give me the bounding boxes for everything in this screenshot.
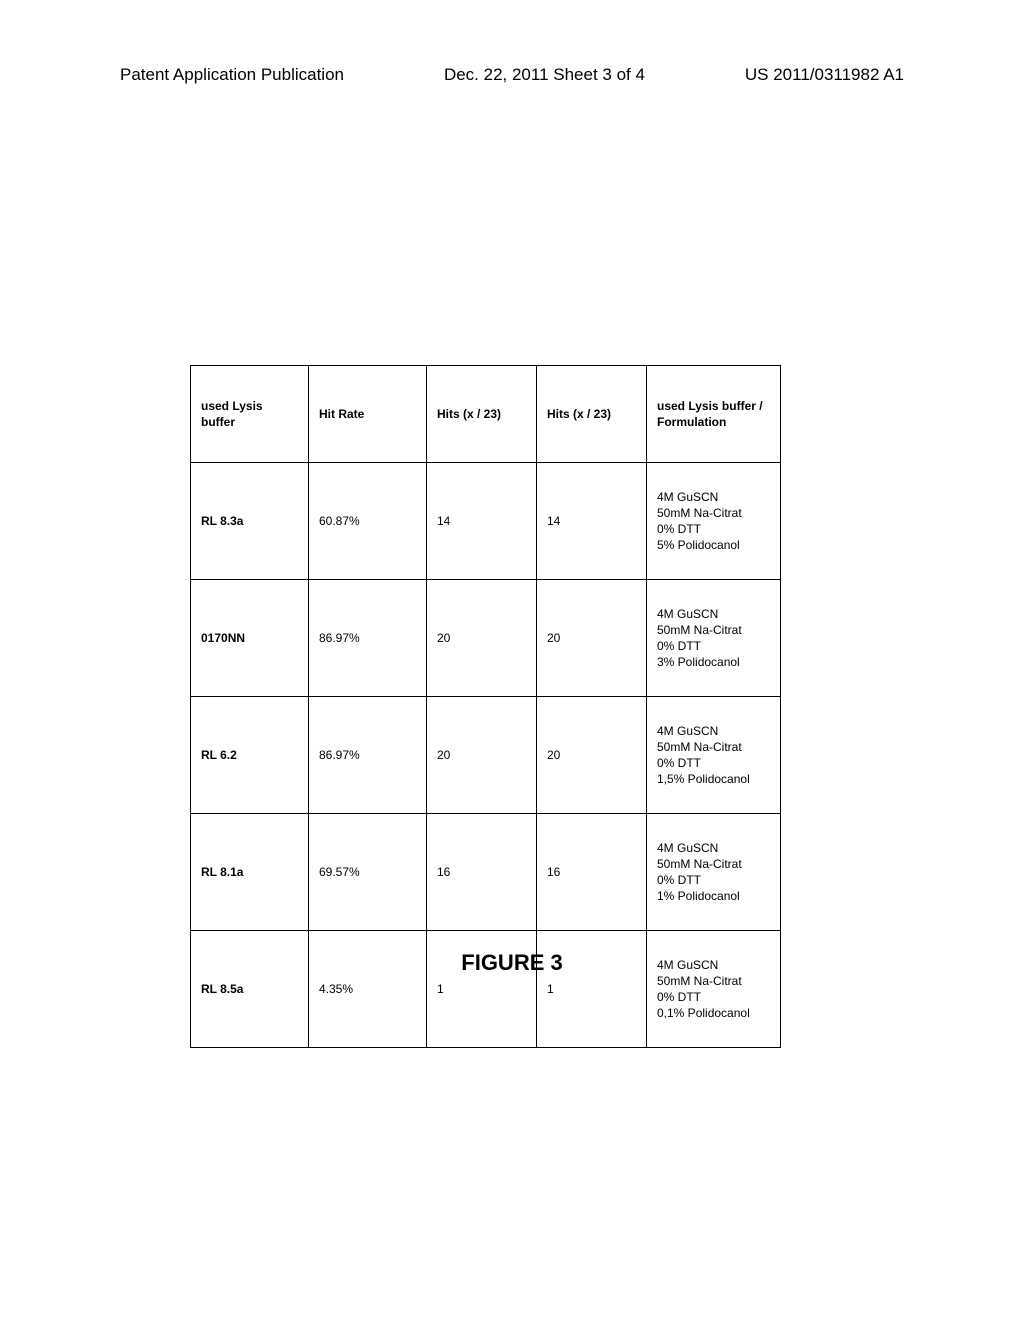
cell-buffer: RL 8.3a	[191, 463, 309, 580]
cell-hits2: 20	[537, 697, 647, 814]
data-table-wrap: used Lysis buffer Hit Rate Hits (x / 23)…	[190, 365, 780, 1048]
cell-formulation: 4M GuSCN 50mM Na-Citrat 0% DTT 1,5% Poli…	[647, 697, 781, 814]
table-row: RL 8.3a 60.87% 14 14 4M GuSCN 50mM Na-Ci…	[191, 463, 781, 580]
cell-hits1: 1	[427, 931, 537, 1048]
cell-buffer: RL 8.1a	[191, 814, 309, 931]
page: Patent Application Publication Dec. 22, …	[0, 0, 1024, 1320]
cell-formulation: 4M GuSCN 50mM Na-Citrat 0% DTT 5% Polido…	[647, 463, 781, 580]
table-row: RL 8.5a 4.35% 1 1 4M GuSCN 50mM Na-Citra…	[191, 931, 781, 1048]
cell-formulation: 4M GuSCN 50mM Na-Citrat 0% DTT 1% Polido…	[647, 814, 781, 931]
col-header-buffer: used Lysis buffer	[191, 366, 309, 463]
cell-buffer: RL 6.2	[191, 697, 309, 814]
table-row: RL 8.1a 69.57% 16 16 4M GuSCN 50mM Na-Ci…	[191, 814, 781, 931]
page-header: Patent Application Publication Dec. 22, …	[120, 65, 904, 85]
col-header-hits1: Hits (x / 23)	[427, 366, 537, 463]
table-row: RL 6.2 86.97% 20 20 4M GuSCN 50mM Na-Cit…	[191, 697, 781, 814]
cell-formulation: 4M GuSCN 50mM Na-Citrat 0% DTT 3% Polido…	[647, 580, 781, 697]
table-header-row: used Lysis buffer Hit Rate Hits (x / 23)…	[191, 366, 781, 463]
cell-hits1: 20	[427, 580, 537, 697]
cell-hits1: 20	[427, 697, 537, 814]
col-header-formulation: used Lysis buffer / Formulation	[647, 366, 781, 463]
cell-hitrate: 86.97%	[309, 697, 427, 814]
cell-hitrate: 4.35%	[309, 931, 427, 1048]
table-row: 0170NN 86.97% 20 20 4M GuSCN 50mM Na-Cit…	[191, 580, 781, 697]
cell-formulation: 4M GuSCN 50mM Na-Citrat 0% DTT 0,1% Poli…	[647, 931, 781, 1048]
cell-hits1: 14	[427, 463, 537, 580]
cell-hits2: 16	[537, 814, 647, 931]
col-header-hitrate: Hit Rate	[309, 366, 427, 463]
cell-hits2: 1	[537, 931, 647, 1048]
figure-caption: FIGURE 3	[0, 950, 1024, 976]
col-header-hits2: Hits (x / 23)	[537, 366, 647, 463]
cell-hitrate: 69.57%	[309, 814, 427, 931]
header-right: US 2011/0311982 A1	[745, 65, 904, 85]
header-left: Patent Application Publication	[120, 65, 344, 85]
cell-hits1: 16	[427, 814, 537, 931]
cell-hitrate: 86.97%	[309, 580, 427, 697]
lysis-buffer-table: used Lysis buffer Hit Rate Hits (x / 23)…	[190, 365, 781, 1048]
header-center: Dec. 22, 2011 Sheet 3 of 4	[444, 65, 645, 85]
cell-hits2: 20	[537, 580, 647, 697]
cell-buffer: 0170NN	[191, 580, 309, 697]
cell-hitrate: 60.87%	[309, 463, 427, 580]
cell-hits2: 14	[537, 463, 647, 580]
cell-buffer: RL 8.5a	[191, 931, 309, 1048]
